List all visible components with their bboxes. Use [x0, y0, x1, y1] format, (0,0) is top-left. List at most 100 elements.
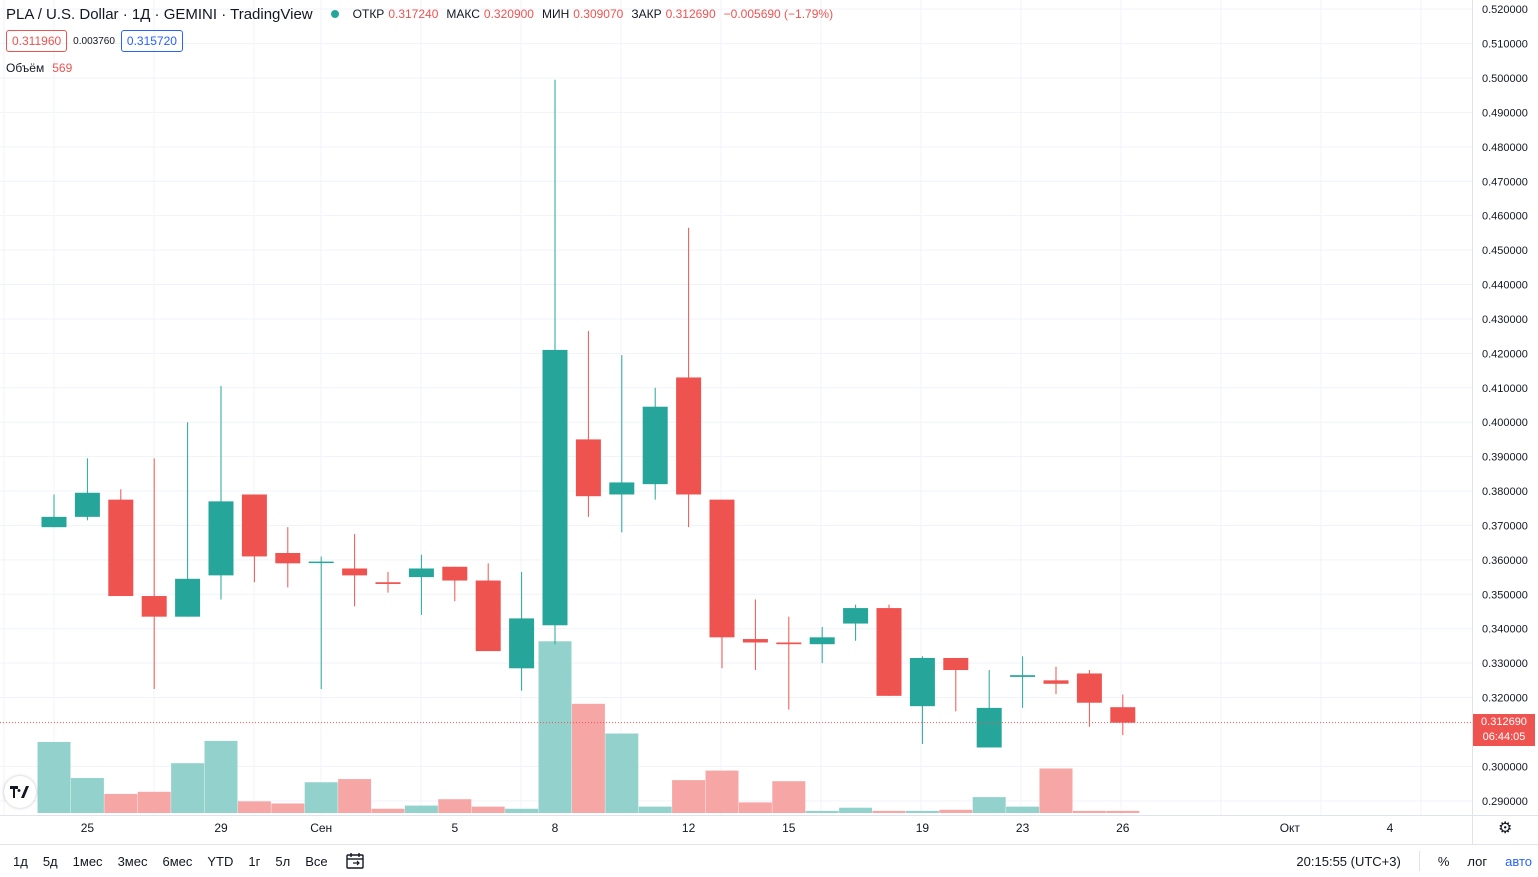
candle-body: [242, 494, 267, 556]
close-value: 0.312690: [666, 7, 716, 21]
timezone-clock[interactable]: 20:15:55 (UTC+3): [1296, 854, 1400, 869]
sell-price-button[interactable]: 0.311960: [6, 30, 67, 52]
open-value: 0.317240: [388, 7, 438, 21]
volume-bar: [71, 778, 104, 813]
date-range-tabs: 1д 5д 1мес 3мес 6мес YTD 1г 5л Все: [6, 854, 336, 869]
volume-bar: [238, 801, 271, 813]
candle-body: [643, 407, 668, 484]
candle-body: [108, 500, 133, 596]
candle-body: [409, 568, 434, 577]
percent-scale-toggle[interactable]: %: [1438, 854, 1450, 869]
range-1m[interactable]: 1мес: [66, 854, 111, 869]
candle-body: [75, 493, 100, 517]
bid-ask-panel: 0.311960 0.003760 0.315720: [6, 30, 183, 52]
volume-bar: [1040, 768, 1073, 813]
y-tick-label: 0.450000: [1482, 245, 1528, 257]
range-ytd[interactable]: YTD: [200, 854, 241, 869]
tradingview-logo-icon[interactable]: [4, 776, 36, 808]
candle-body: [376, 582, 401, 584]
volume-bar: [973, 797, 1006, 813]
y-tick-label: 0.520000: [1482, 4, 1528, 16]
x-tick-label: 23: [1016, 821, 1030, 835]
candle-body: [442, 567, 467, 581]
volume-bar: [672, 780, 705, 813]
range-1d[interactable]: 1д: [6, 854, 36, 869]
y-tick-label: 0.320000: [1482, 693, 1528, 705]
scale-controls: 20:15:55 (UTC+3) % лог авто: [1296, 851, 1532, 871]
close-label: ЗАКР: [631, 7, 661, 21]
volume-bar: [706, 771, 739, 813]
y-tick-label: 0.330000: [1482, 658, 1528, 670]
y-tick-label: 0.430000: [1482, 314, 1528, 326]
volume-legend[interactable]: Объём 569: [6, 61, 72, 75]
candle-body: [342, 568, 367, 575]
volume-bar: [1106, 811, 1139, 813]
volume-bar: [839, 808, 872, 813]
last-price-tag: 0.312690 06:44:05: [1473, 714, 1535, 746]
low-label: МИН: [542, 7, 569, 21]
y-tick-label: 0.290000: [1482, 796, 1528, 808]
candle-body: [1077, 673, 1102, 702]
symbol-title[interactable]: PLA / U.S. Dollar · 1Д · GEMINI · Tradin…: [6, 6, 313, 23]
y-tick-label: 0.300000: [1482, 761, 1528, 773]
candle-body: [1110, 707, 1135, 722]
separator: [1419, 851, 1420, 871]
y-tick-label: 0.460000: [1482, 211, 1528, 223]
x-tick-label: 5: [451, 821, 458, 835]
volume-bar: [772, 781, 805, 813]
goto-date-calendar-icon[interactable]: [346, 853, 364, 869]
volume-bar: [1006, 807, 1039, 813]
range-5y[interactable]: 5л: [268, 854, 298, 869]
y-tick-label: 0.340000: [1482, 624, 1528, 636]
open-label: ОТКР: [353, 7, 385, 21]
volume-bar: [372, 809, 405, 813]
candle-body: [810, 637, 835, 644]
change-value: −0.005690 (−1.79%): [724, 7, 833, 21]
auto-scale-toggle[interactable]: авто: [1505, 854, 1532, 869]
candle-body: [776, 642, 801, 644]
market-status-dot-icon: [331, 10, 339, 18]
x-tick-label: 19: [916, 821, 930, 835]
y-tick-label: 0.400000: [1482, 417, 1528, 429]
range-all[interactable]: Все: [298, 854, 335, 869]
bottom-toolbar: 1д 5д 1мес 3мес 6мес YTD 1г 5л Все 20:15…: [0, 844, 1538, 877]
high-value: 0.320900: [484, 7, 534, 21]
candle-body: [910, 658, 935, 706]
volume-bar: [572, 704, 605, 813]
range-6m[interactable]: 6мес: [155, 854, 200, 869]
range-1y[interactable]: 1г: [241, 854, 268, 869]
x-tick-label: 29: [214, 821, 228, 835]
volume-bar: [605, 734, 638, 814]
y-tick-label: 0.380000: [1482, 486, 1528, 498]
range-5d[interactable]: 5д: [36, 854, 66, 869]
volume-bar: [873, 811, 906, 813]
x-tick-label: 15: [782, 821, 796, 835]
volume-bar: [539, 641, 572, 813]
candle-body: [209, 501, 234, 575]
y-tick-label: 0.440000: [1482, 280, 1528, 292]
buy-price-button[interactable]: 0.315720: [121, 30, 183, 52]
candle-body: [275, 553, 300, 563]
spread-value: 0.003760: [73, 36, 115, 47]
x-tick-label: Сен: [310, 821, 332, 835]
y-tick-label: 0.510000: [1482, 39, 1528, 51]
volume-bar: [205, 741, 238, 813]
x-tick-label: 12: [682, 821, 696, 835]
log-scale-toggle[interactable]: лог: [1467, 854, 1487, 869]
candle-body: [543, 350, 568, 625]
candle-body: [943, 658, 968, 670]
volume-label: Объём: [6, 61, 44, 75]
range-3m[interactable]: 3мес: [111, 854, 156, 869]
low-value: 0.309070: [573, 7, 623, 21]
last-price-value: 0.312690: [1473, 715, 1535, 730]
volume-bar: [1073, 811, 1106, 813]
x-tick-label: 4: [1387, 821, 1394, 835]
chart-settings-gear-icon[interactable]: ⚙: [1498, 818, 1512, 838]
high-label: МАКС: [446, 7, 480, 21]
volume-bar: [438, 799, 471, 813]
volume-bar: [271, 803, 304, 813]
candle-body: [676, 377, 701, 494]
candle-body: [1044, 680, 1069, 683]
candle-body: [609, 482, 634, 494]
price-chart[interactable]: 0.520000 0.510000 0.500000 0.490000 0.480000…: [0, 0, 1538, 844]
